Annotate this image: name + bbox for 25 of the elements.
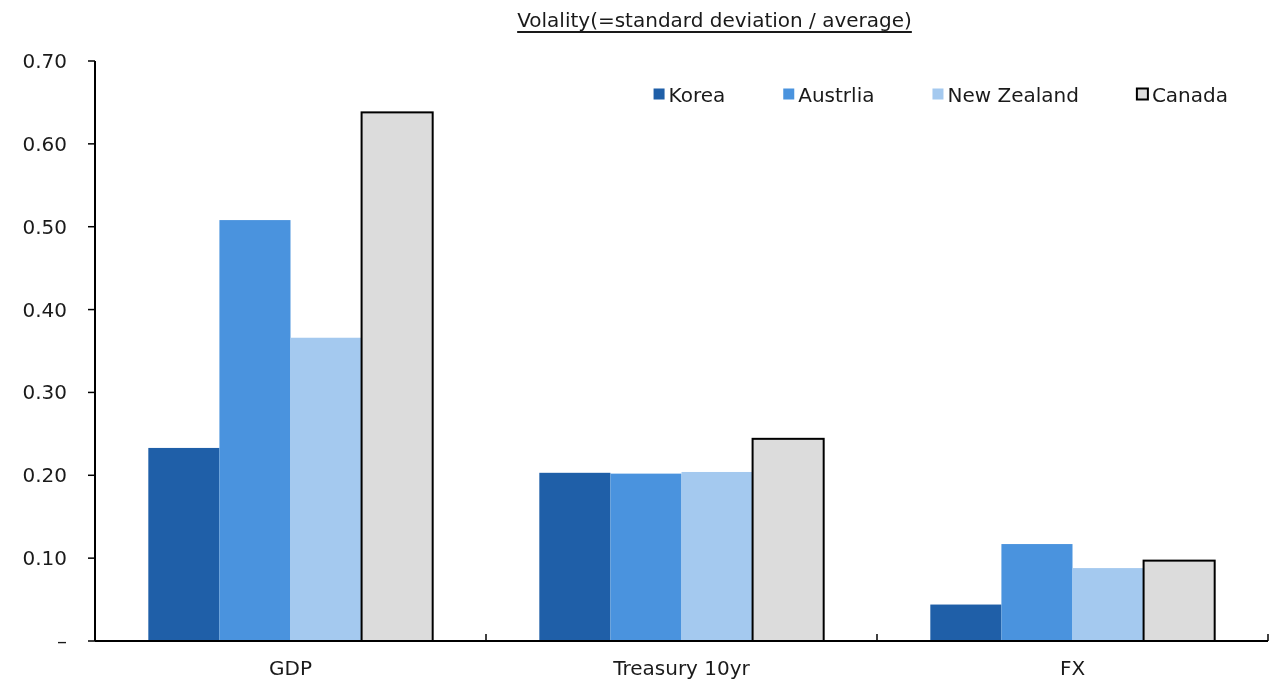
legend-label: Austrlia <box>798 83 875 107</box>
chart-title: Volality(=standard deviation / average) <box>517 8 912 32</box>
y-tick-label: 0.50 <box>22 214 67 239</box>
x-tick-label: GDP <box>269 656 312 680</box>
legend-label: Korea <box>668 83 726 107</box>
legend-label: Canada <box>1151 83 1229 107</box>
bar <box>290 337 362 641</box>
x-tick-label: Treasury 10yr <box>612 656 751 680</box>
bar <box>930 604 1002 641</box>
bar <box>681 471 753 641</box>
y-tick-label: 0.10 <box>22 546 67 571</box>
x-tick-label: FX <box>1059 656 1086 680</box>
y-tick-label: 0.40 <box>22 297 67 322</box>
bar <box>148 447 220 641</box>
bar <box>539 472 611 641</box>
y-tick-label: 0.60 <box>22 131 67 156</box>
bar <box>1072 568 1144 641</box>
bar <box>610 473 682 641</box>
y-tick-label: – <box>57 629 67 653</box>
bar <box>1001 544 1073 641</box>
legend-label: New Zealand <box>947 83 1079 107</box>
y-tick-label: 0.30 <box>22 380 67 405</box>
y-tick-label: 0.20 <box>22 463 67 488</box>
bar <box>219 220 291 641</box>
y-tick-label: 0.70 <box>22 49 67 73</box>
